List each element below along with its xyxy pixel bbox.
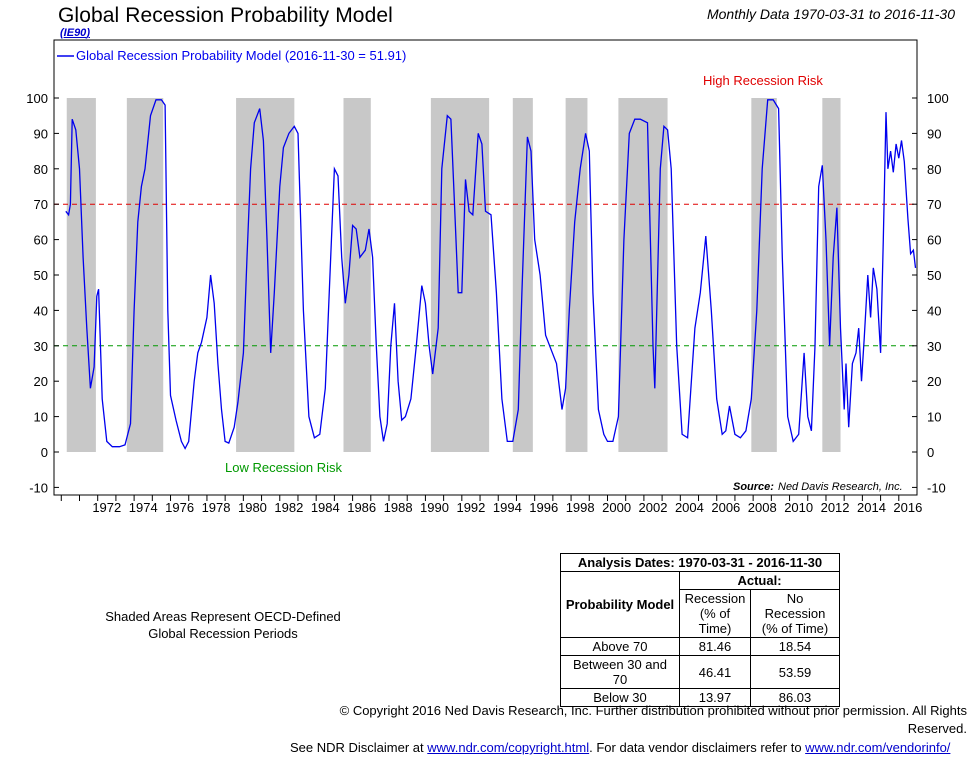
x-tick-label: 2000 (602, 500, 631, 515)
col-header-recession: Recession (% of Time) (679, 589, 751, 638)
cell-recession: 13.97 (679, 688, 751, 707)
source-label: Source: (733, 481, 774, 493)
y-tick-label: 70 (927, 197, 941, 212)
vendorinfo-link[interactable]: www.ndr.com/vendorinfo/ (805, 740, 951, 755)
row-header: Probability Model (560, 571, 680, 638)
x-tick-label: 1976 (165, 500, 194, 515)
x-tick-label: 1998 (566, 500, 595, 515)
x-tick-label: 2006 (711, 500, 740, 515)
cell-no-recession: 18.54 (750, 637, 840, 656)
y-tick-label: 100 (26, 91, 48, 106)
x-tick-label: 2004 (675, 500, 704, 515)
x-tick-label: 1994 (493, 500, 522, 515)
x-tick-label: 1990 (420, 500, 449, 515)
table-row: Above 70 81.46 18.54 (560, 637, 840, 656)
row-label: Above 70 (560, 637, 680, 656)
y-tick-label: 40 (927, 303, 941, 318)
probability-line (65, 99, 917, 450)
y-tick-label: 20 (927, 374, 941, 389)
x-tick-label: 1986 (347, 500, 376, 515)
recession-band (430, 98, 490, 452)
x-tick-label: 2008 (748, 500, 777, 515)
cell-no-recession: 86.03 (750, 688, 840, 707)
row-label: Below 30 (560, 688, 680, 707)
source-text: Ned Davis Research, Inc. (778, 481, 903, 493)
plot-frame (53, 39, 918, 496)
table-row: Below 30 13.97 86.03 (560, 688, 840, 707)
y-tick-label: 30 (927, 339, 941, 354)
low-risk-label: Low Recession Risk (225, 460, 343, 475)
x-tick-label: 1980 (238, 500, 267, 515)
cell-no-recession: 53.59 (750, 655, 840, 689)
x-tick-label: 1996 (529, 500, 558, 515)
recession-band (236, 98, 295, 452)
x-tick-label: 1974 (129, 500, 158, 515)
legend-label: Global Recession Probability Model (2016… (76, 48, 406, 63)
y-tick-label: -10 (927, 480, 946, 495)
x-tick-label: 1978 (202, 500, 231, 515)
y-tick-label: 80 (927, 162, 941, 177)
x-tick-label: 1972 (92, 500, 121, 515)
col-header-no-recession: No Recession (% of Time) (750, 589, 840, 638)
y-tick-label: 10 (927, 410, 941, 425)
y-tick-label: 30 (34, 339, 48, 354)
high-risk-label: High Recession Risk (703, 73, 823, 88)
recession-shading (66, 98, 841, 452)
date-range: Monthly Data 1970-03-31 to 2016-11-30 (706, 6, 955, 22)
y-tick-label: 0 (41, 445, 48, 460)
cell-recession: 46.41 (679, 655, 751, 689)
y-axis: -10 -10 0 0 10 10 20 20 30 30 40 40 50 50 60 60 70 70 80 80… (26, 91, 948, 495)
y-tick-label: 20 (34, 374, 48, 389)
x-tick-label: 2010 (784, 500, 813, 515)
shading-note: Shaded Areas Represent OECD-Defined Glob… (105, 609, 341, 641)
recession-probability-chart: -10 -10 0 0 10 10 20 20 30 30 40 40 50 50 60 60 70 70 80 80… (26, 39, 949, 515)
y-tick-label: 50 (927, 268, 941, 283)
x-tick-label: 1982 (274, 500, 303, 515)
analysis-title: Analysis Dates: 1970-03-31 - 2016-11-30 (560, 553, 840, 572)
y-tick-label: 50 (34, 268, 48, 283)
y-tick-label: 100 (927, 91, 949, 106)
y-tick-label: 10 (34, 410, 48, 425)
y-tick-label: 90 (34, 126, 48, 141)
x-tick-label: 1984 (311, 500, 340, 515)
recession-band (751, 98, 777, 452)
row-label: Between 30 and 70 (560, 655, 680, 689)
analysis-table: Analysis Dates: 1970-03-31 - 2016-11-30 … (560, 553, 840, 707)
recession-band (822, 98, 841, 452)
y-tick-label: 90 (927, 126, 941, 141)
chart-title: Global Recession Probability Model (58, 4, 393, 27)
group-header: Actual: (679, 571, 840, 590)
legend: Global Recession Probability Model (2016… (57, 48, 406, 63)
disclaimer: See NDR Disclaimer at www.ndr.com/copyri… (290, 740, 950, 755)
copyright-notice: © Copyright 2016 Ned Davis Research, Inc… (339, 703, 967, 736)
y-tick-label: 70 (34, 197, 48, 212)
x-tick-label: 2016 (893, 500, 922, 515)
recession-band (618, 98, 668, 452)
cell-recession: 81.46 (679, 637, 751, 656)
x-tick-label: 1992 (456, 500, 485, 515)
disclaimer-text: See NDR Disclaimer at (290, 740, 424, 755)
y-tick-label: 80 (34, 162, 48, 177)
table-row: Between 30 and 70 46.41 53.59 (560, 655, 840, 689)
y-tick-label: 60 (927, 233, 941, 248)
y-tick-label: 60 (34, 233, 48, 248)
recession-band (126, 98, 164, 452)
y-tick-label: 0 (927, 445, 934, 460)
x-tick-label: 2014 (857, 500, 886, 515)
series-code-link[interactable]: (IE90) (60, 27, 90, 39)
recession-band (343, 98, 371, 452)
x-axis: 1972 1974 1976 1978 1980 1982 1984 1986 1988 1990… (60, 495, 922, 515)
x-tick-label: 1988 (384, 500, 413, 515)
disclaimer-mid: . For data vendor disclaimers refer to (589, 740, 802, 755)
copyright-link[interactable]: www.ndr.com/copyright.html (427, 740, 590, 755)
x-tick-label: 2012 (821, 500, 850, 515)
x-tick-label: 2002 (639, 500, 668, 515)
y-tick-label: 40 (34, 303, 48, 318)
recession-band (565, 98, 588, 452)
y-tick-label: -10 (29, 480, 48, 495)
series-code: IE90 (63, 27, 87, 39)
